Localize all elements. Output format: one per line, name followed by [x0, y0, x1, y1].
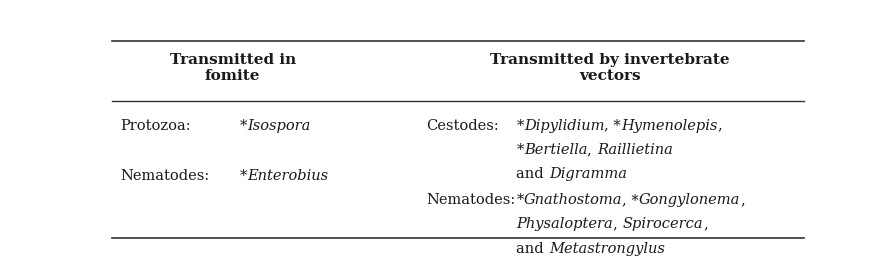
Text: Enterobius: Enterobius: [247, 169, 328, 183]
Text: Gongylonema: Gongylonema: [639, 193, 740, 207]
Text: and: and: [516, 167, 548, 182]
Text: Bertiella: Bertiella: [524, 143, 588, 157]
Text: ,: ,: [740, 193, 746, 207]
Text: ,: ,: [613, 217, 622, 231]
Text: Raillietina: Raillietina: [597, 143, 672, 157]
Text: , *: , *: [605, 119, 622, 133]
Text: Transmitted by invertebrate
vectors: Transmitted by invertebrate vectors: [490, 53, 730, 83]
Text: *: *: [516, 193, 524, 207]
Text: ,: ,: [717, 119, 722, 133]
Text: Dipylidium: Dipylidium: [524, 119, 605, 133]
Text: Physaloptera: Physaloptera: [516, 217, 613, 231]
Text: , *: , *: [622, 193, 639, 207]
Text: *: *: [239, 119, 247, 133]
Text: Spirocerca: Spirocerca: [622, 217, 704, 231]
Text: and: and: [516, 241, 548, 255]
Text: *: *: [516, 143, 524, 157]
Text: *: *: [239, 169, 247, 183]
Text: ,: ,: [704, 217, 708, 231]
Text: ,: ,: [588, 143, 597, 157]
Text: Gnathostoma: Gnathostoma: [524, 193, 622, 207]
Text: Nematodes:: Nematodes:: [427, 193, 516, 207]
Text: Isospora: Isospora: [247, 119, 311, 133]
Text: Digramma: Digramma: [548, 167, 627, 182]
Text: *: *: [516, 119, 524, 133]
Text: Metastrongylus: Metastrongylus: [548, 241, 664, 255]
Text: Protozoa:: Protozoa:: [120, 119, 190, 133]
Text: Hymenolepis: Hymenolepis: [622, 119, 717, 133]
Text: Transmitted in
fomite: Transmitted in fomite: [170, 53, 296, 83]
Text: Cestodes:: Cestodes:: [427, 119, 499, 133]
Text: Nematodes:: Nematodes:: [120, 169, 209, 183]
